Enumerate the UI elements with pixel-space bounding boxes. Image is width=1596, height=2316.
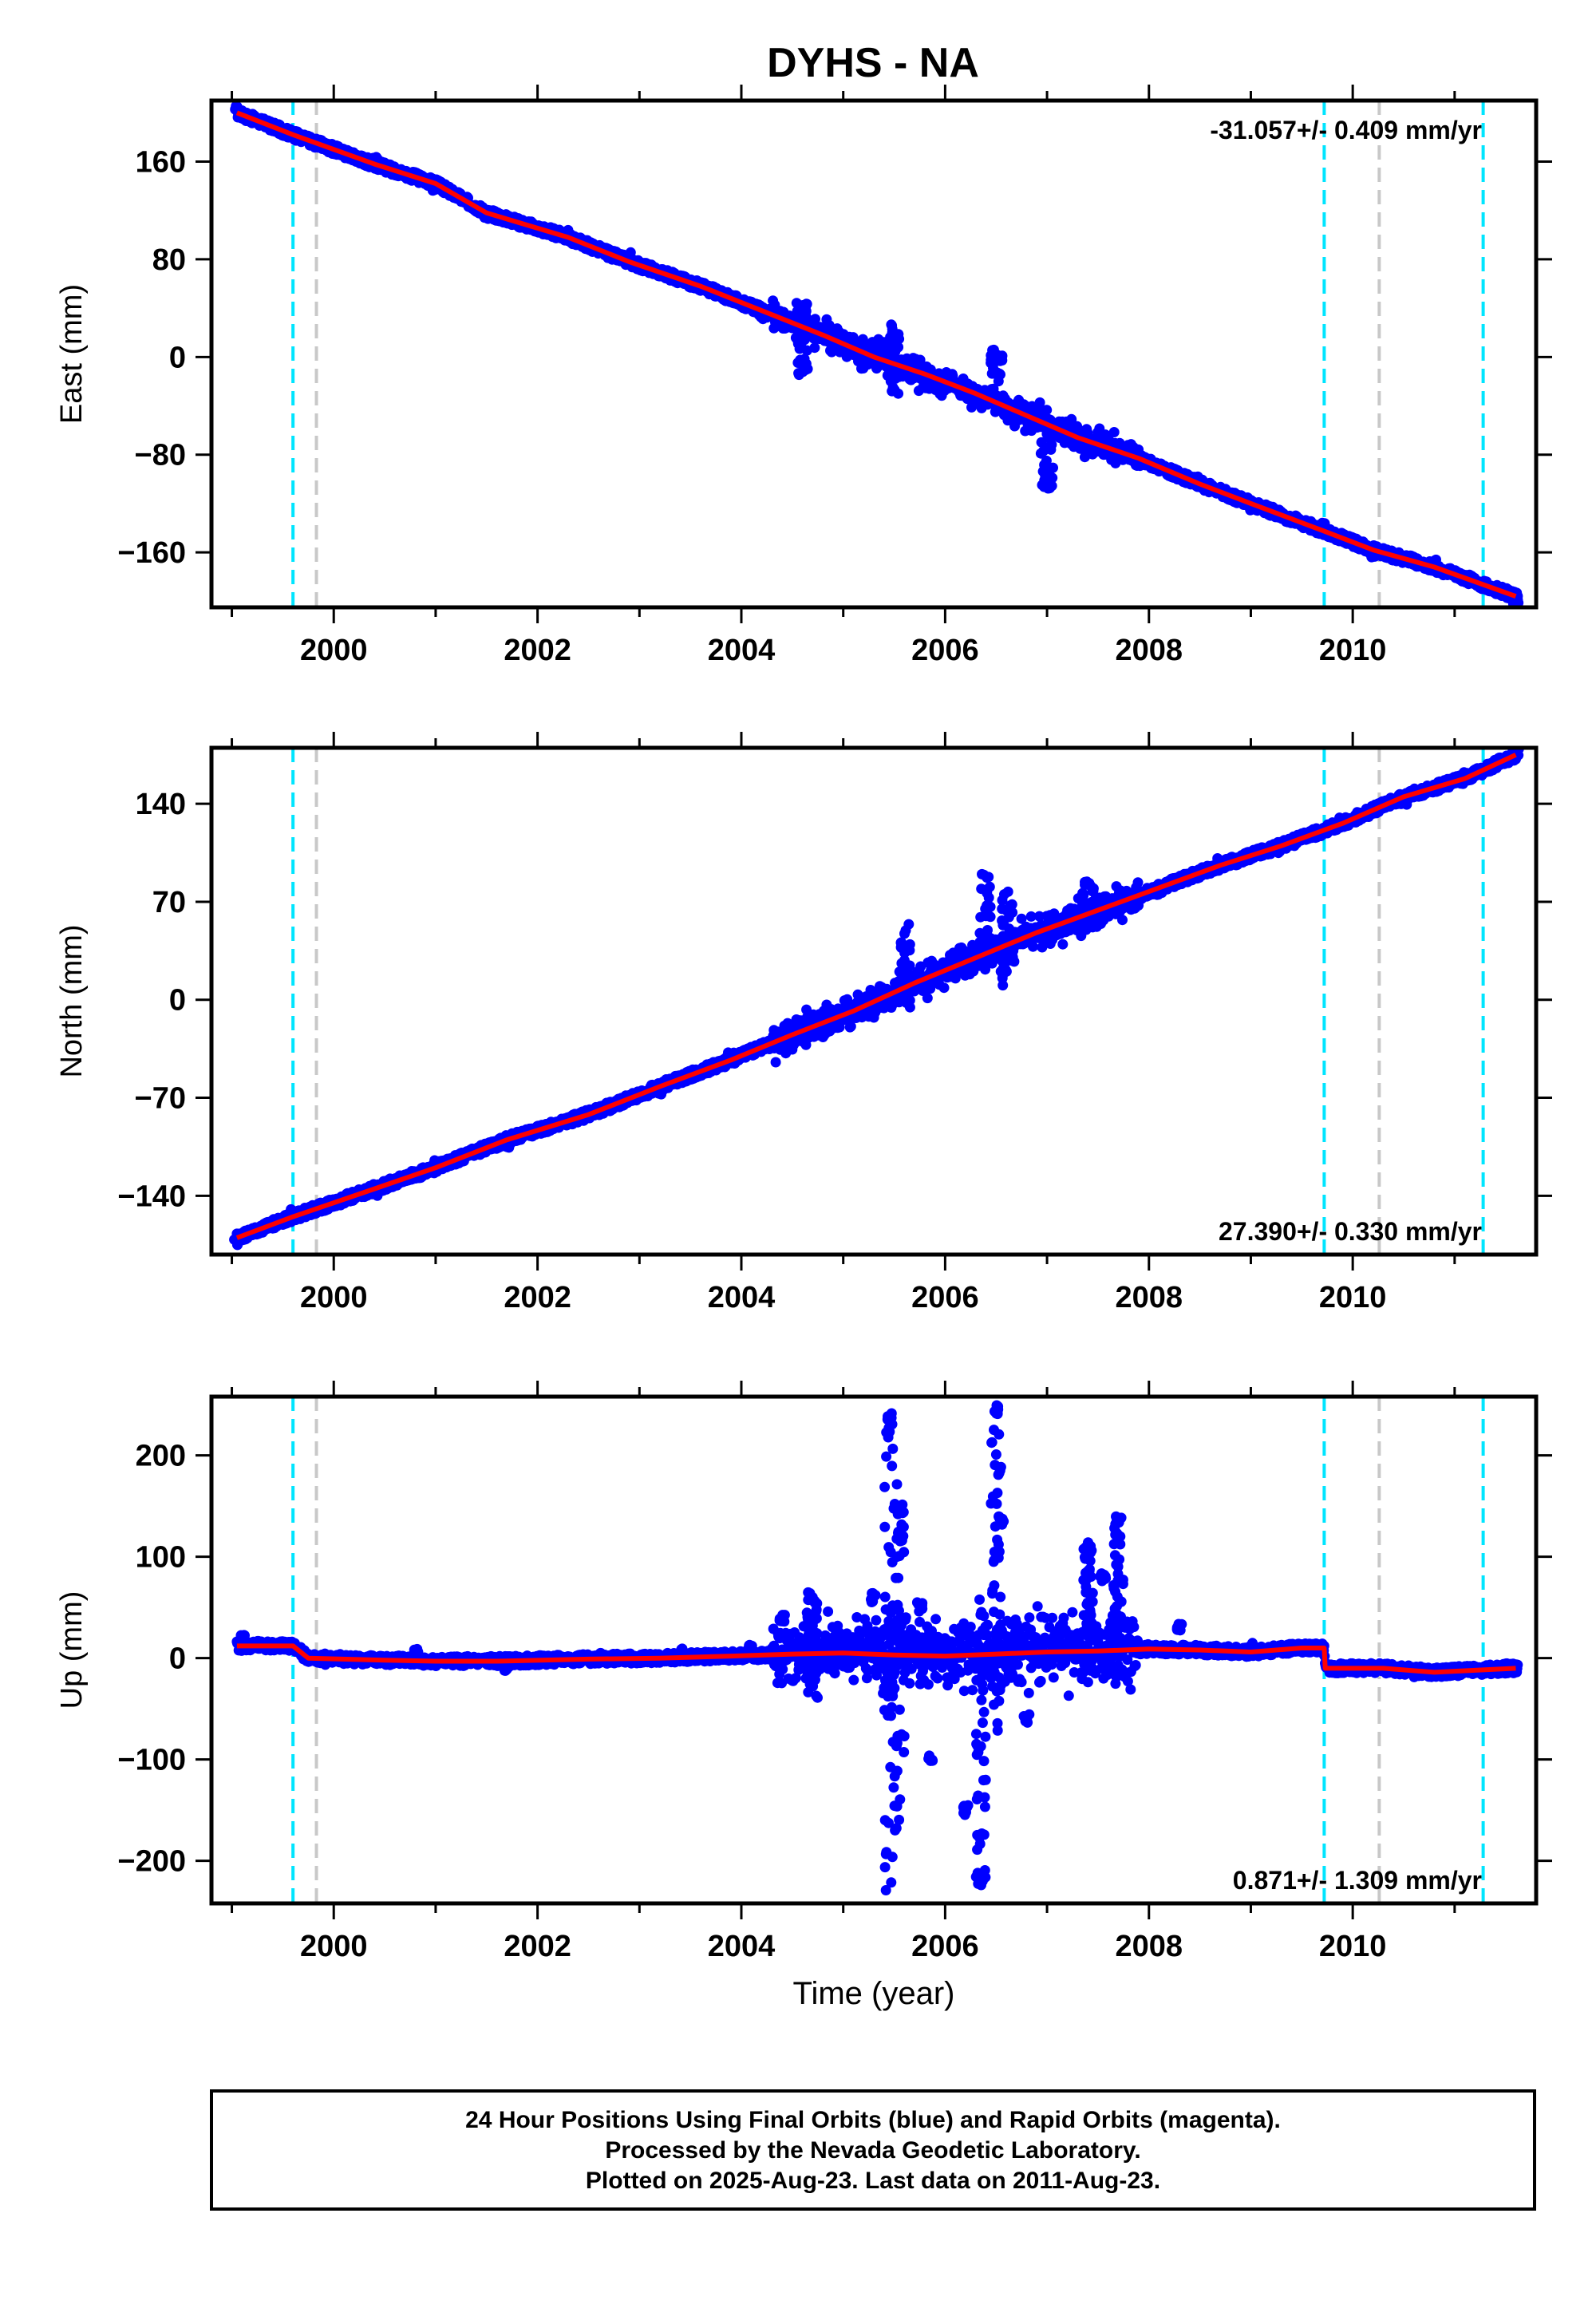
data-point — [887, 323, 898, 334]
data-point — [795, 327, 806, 338]
y-tick-label: −80 — [135, 439, 186, 472]
plot-frame-east — [209, 98, 1539, 610]
data-point — [988, 344, 999, 355]
data-point — [802, 363, 813, 374]
data-point — [1016, 913, 1027, 924]
rate-label: -31.057+/- 0.409 mm/yr — [1210, 116, 1482, 144]
data-point — [993, 376, 1004, 387]
data-point — [889, 385, 900, 396]
data-point — [1028, 941, 1038, 952]
data-point — [1044, 464, 1055, 475]
plot-area-east — [230, 101, 1524, 607]
data-point — [1042, 483, 1053, 494]
data-point — [1046, 439, 1057, 450]
x-tick-label: 2010 — [1319, 634, 1387, 667]
data-point — [1025, 911, 1037, 922]
data-point — [995, 392, 1006, 402]
data-point — [883, 370, 894, 380]
data-point — [800, 308, 811, 319]
data-point — [1057, 939, 1069, 950]
x-tick-label: 2004 — [708, 634, 776, 667]
data-point — [1041, 405, 1053, 416]
data-point — [800, 300, 812, 311]
y-tick-label: 160 — [136, 146, 186, 180]
figure-title: DYHS - NA — [767, 40, 979, 86]
data-point — [756, 311, 766, 322]
data-point — [845, 1021, 856, 1032]
x-tick-label: 2008 — [1115, 634, 1183, 667]
data-point — [795, 354, 806, 366]
data-point — [1245, 504, 1256, 516]
data-point — [1034, 911, 1045, 922]
y-tick-label: −160 — [117, 536, 186, 570]
data-point — [1038, 445, 1049, 456]
data-point — [1317, 517, 1328, 528]
model-line-east — [235, 110, 1517, 599]
plot-area-north — [229, 748, 1524, 1255]
data-point — [986, 354, 997, 366]
data-point — [770, 1057, 781, 1068]
x-tick-label: 2002 — [504, 634, 571, 667]
data-point — [1108, 427, 1120, 437]
y-axis-label: East (mm) — [55, 284, 89, 424]
data-point — [372, 153, 383, 164]
y-tick-label: 0 — [169, 341, 186, 374]
data-point — [997, 351, 1008, 362]
data-point — [886, 338, 897, 349]
x-tick-label: 2000 — [300, 634, 368, 667]
data-point — [810, 314, 820, 325]
x-tick-label: 2006 — [911, 634, 979, 667]
data-point — [801, 345, 812, 356]
data-point — [894, 370, 905, 381]
data-point — [922, 993, 933, 1004]
panels: −160 −80 0 80 160 2000 2002 2004 2006 2008 2010 Eas… — [55, 85, 1552, 2011]
data-point — [1041, 429, 1053, 440]
data-point — [1036, 437, 1047, 448]
y-tick-label: 80 — [152, 243, 186, 277]
data-point — [938, 982, 950, 994]
panel-east: −160 −80 0 80 160 2000 2002 2004 2006 2008 2010 Eas… — [55, 85, 1552, 667]
data-point — [1369, 551, 1381, 562]
data-point — [1192, 471, 1203, 482]
